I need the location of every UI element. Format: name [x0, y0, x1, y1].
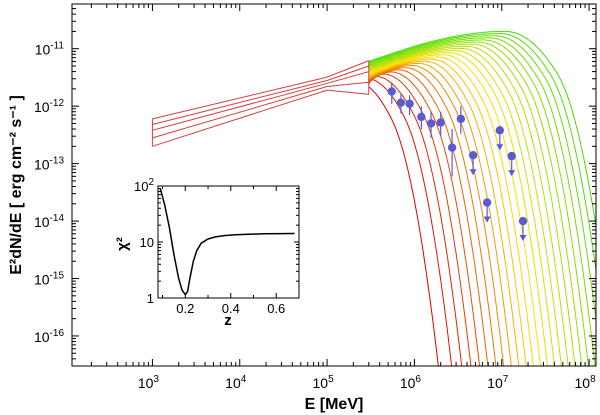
upper-limit-point — [495, 126, 505, 151]
model-curve — [368, 37, 596, 366]
model-curve — [368, 86, 439, 366]
model-curve — [368, 60, 520, 366]
bowtie-line — [152, 65, 369, 125]
main-y-axis-title: E²dN/dE [ erg cm⁻² s⁻¹ ] — [8, 95, 25, 275]
inset-y-tick-label: 10 — [140, 235, 154, 250]
data-point — [405, 95, 414, 116]
model-curve — [368, 56, 534, 366]
model-curve — [368, 30, 596, 230]
inset-chi2-curve — [159, 188, 295, 296]
model-curve — [368, 58, 527, 366]
y-tick-label: 10-15 — [34, 271, 64, 288]
inset-x-tick-label: 0.2 — [176, 301, 194, 316]
x-tick-label: 106 — [400, 374, 422, 391]
upper-limit-point — [518, 216, 528, 242]
lat-bowtie — [151, 60, 370, 147]
y-tick-label: 10-11 — [35, 41, 65, 58]
inset-y-tick-label: 102 — [134, 177, 154, 194]
model-curve — [368, 41, 583, 366]
main-plot-frame — [71, 3, 597, 367]
model-curve — [368, 50, 555, 366]
x-tick-label: 107 — [487, 374, 509, 391]
main-axis-ticks: 103 104 105 106 107 10810-1610-1510-1410-1310… — [34, 3, 597, 391]
model-curve — [368, 52, 548, 366]
inset-background — [158, 186, 299, 298]
model-curves — [368, 30, 596, 366]
data-point — [417, 106, 426, 130]
x-tick-label: 108 — [575, 374, 597, 391]
model-curve — [368, 64, 505, 366]
data-point — [436, 111, 445, 137]
upper-limit-point — [468, 151, 478, 176]
model-curve — [368, 67, 497, 366]
y-tick-label: 10-16 — [34, 328, 64, 345]
data-point — [447, 129, 457, 177]
model-curve — [368, 78, 453, 366]
model-curve — [368, 62, 512, 366]
bowtie-line — [152, 89, 369, 147]
x-tick-label: 103 — [138, 374, 160, 391]
model-curve — [368, 48, 562, 366]
data-point — [396, 94, 406, 114]
y-tick-label: 10-12 — [34, 98, 64, 115]
model-curve — [368, 75, 463, 366]
model-curve — [368, 69, 489, 366]
bowtie-line — [152, 71, 369, 131]
upper-limit-point — [507, 151, 516, 177]
chi2-line — [159, 188, 295, 296]
model-curve — [368, 71, 481, 366]
model-curve — [368, 45, 569, 366]
measurement-points — [387, 82, 528, 242]
y-tick-label: 10-13 — [34, 156, 64, 173]
model-curve — [368, 32, 596, 274]
data-point — [456, 106, 466, 134]
inset-y-tick-label: 1 — [147, 291, 154, 306]
inset-x-tick-label: 0.6 — [267, 301, 285, 316]
bowtie-line — [152, 81, 369, 139]
inset-axis-ticks: 0.2 0.4 0.6 1 10 102 — [134, 177, 300, 316]
bowtie-line — [152, 60, 369, 120]
model-curve — [368, 39, 589, 366]
x-tick-label: 104 — [225, 374, 247, 391]
data-point — [426, 111, 436, 138]
model-curve — [368, 43, 576, 366]
model-curve — [368, 54, 541, 366]
model-curve — [368, 35, 596, 324]
y-tick-label: 10-14 — [34, 213, 64, 230]
inset-x-tick-label: 0.4 — [222, 301, 240, 316]
data-point — [387, 82, 396, 104]
main-x-axis-title: E [MeV] — [305, 396, 364, 413]
inset-y-axis-title: χ² — [114, 237, 131, 251]
x-tick-label: 105 — [313, 374, 335, 391]
inset-x-axis-title: z — [224, 312, 232, 329]
upper-limit-point — [482, 198, 492, 223]
